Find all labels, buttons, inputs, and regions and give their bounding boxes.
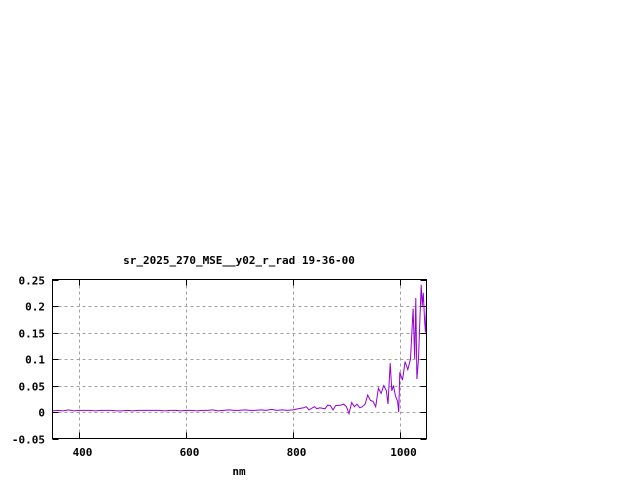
- y-tick-label: 0.05: [19, 381, 46, 394]
- y-tick-label: -0.05: [12, 434, 45, 447]
- y-tick-label: 0.1: [25, 354, 45, 367]
- x-tick-label: 600: [180, 446, 200, 459]
- y-tick-label: 0: [38, 407, 45, 420]
- plot-border: [52, 279, 427, 439]
- grid: [52, 279, 427, 439]
- x-axis: 400 600 800 1000: [73, 279, 417, 459]
- x-tick-label: 1000: [390, 446, 417, 459]
- x-tick-label: 800: [287, 446, 307, 459]
- y-tick-label: 0.2: [25, 301, 45, 314]
- y-tick-label: 0.15: [19, 328, 46, 341]
- x-tick-label: 400: [73, 446, 93, 459]
- chart-title: sr_2025_270_MSE__y02_r_rad 19-36-00: [123, 254, 355, 267]
- y-axis: -0.05 0 0.05 0.1 0.15 0.2 0.25: [12, 275, 427, 447]
- y-tick-label: 0.25: [19, 275, 46, 288]
- series-line: [52, 284, 427, 416]
- x-axis-label: nm: [232, 465, 246, 478]
